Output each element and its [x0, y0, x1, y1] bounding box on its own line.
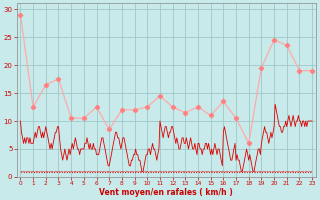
X-axis label: Vent moyen/en rafales ( km/h ): Vent moyen/en rafales ( km/h ) [100, 188, 233, 197]
